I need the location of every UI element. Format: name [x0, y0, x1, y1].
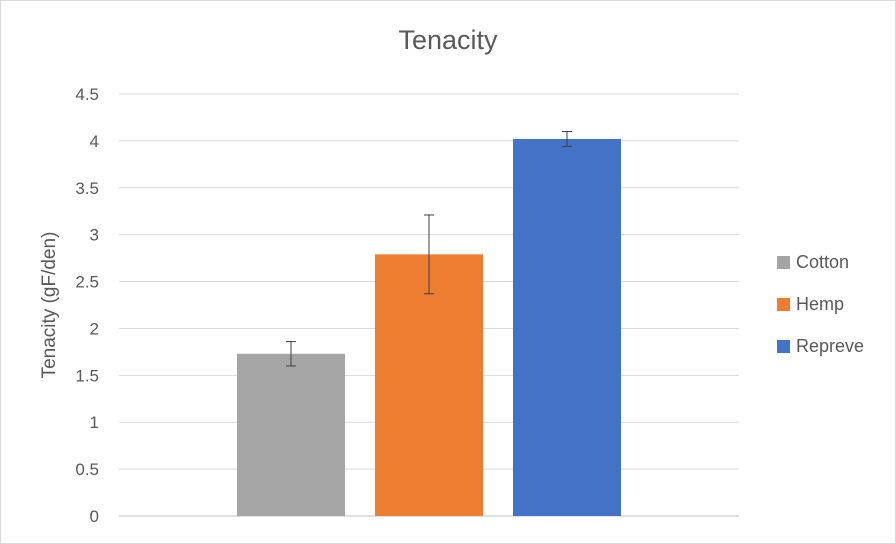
- y-tick-label: 0: [90, 507, 99, 526]
- y-tick-label: 3: [90, 226, 99, 245]
- legend-label-cotton: Cotton: [796, 252, 850, 272]
- y-tick-label: 2: [90, 319, 99, 338]
- y-tick-label: 1: [90, 413, 99, 432]
- legend-label-repreve: Repreve: [796, 336, 865, 356]
- y-tick-label: 4: [90, 132, 99, 151]
- bar-hemp: [375, 254, 483, 517]
- legend-swatch-hemp: [777, 298, 790, 311]
- bar-cotton: [237, 353, 345, 516]
- chart-title: Tenacity: [398, 25, 498, 55]
- y-tick-label: 2.5: [75, 273, 99, 292]
- legend-item-hemp: Hemp: [777, 294, 864, 315]
- y-tick-label: 3.5: [75, 179, 99, 198]
- legend-swatch-repreve: [777, 340, 790, 353]
- bar-repreve: [513, 139, 621, 516]
- legend-swatch-cotton: [777, 256, 790, 269]
- legend-label-hemp: Hemp: [796, 294, 845, 314]
- legend-item-cotton: Cotton: [777, 252, 864, 273]
- y-tick-label: 0.5: [75, 460, 99, 479]
- y-axis-label: Tenacity (gF/den): [39, 232, 60, 379]
- y-tick-label: 4.5: [75, 85, 99, 104]
- y-tick-label: 1.5: [75, 366, 99, 385]
- legend-item-repreve: Repreve: [777, 336, 864, 357]
- legend: Cotton Hemp Repreve: [777, 252, 864, 378]
